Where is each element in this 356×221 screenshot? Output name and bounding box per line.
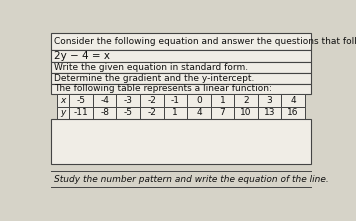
Bar bbox=[69, 107, 93, 119]
Text: 13: 13 bbox=[264, 108, 275, 117]
Bar bbox=[69, 94, 93, 107]
Bar bbox=[258, 107, 281, 119]
Bar bbox=[163, 107, 187, 119]
Text: Determine the gradient and the y-intercept.: Determine the gradient and the y-interce… bbox=[54, 74, 254, 83]
Text: 1: 1 bbox=[172, 108, 178, 117]
Text: The following table represents a linear function:: The following table represents a linear … bbox=[54, 84, 272, 93]
Text: 4: 4 bbox=[290, 96, 296, 105]
Text: -11: -11 bbox=[74, 108, 88, 117]
Bar bbox=[140, 107, 163, 119]
Bar bbox=[281, 107, 305, 119]
Bar bbox=[57, 94, 69, 107]
Text: 0: 0 bbox=[196, 96, 202, 105]
Text: 16: 16 bbox=[287, 108, 299, 117]
Bar bbox=[258, 94, 281, 107]
Text: Consider the following equation and answer the questions that follow:: Consider the following equation and answ… bbox=[54, 37, 356, 46]
Bar bbox=[51, 33, 311, 50]
Bar bbox=[93, 107, 116, 119]
Text: -2: -2 bbox=[147, 108, 156, 117]
Bar bbox=[187, 107, 211, 119]
Bar bbox=[93, 94, 116, 107]
Text: y: y bbox=[61, 108, 66, 117]
Text: -3: -3 bbox=[124, 96, 133, 105]
Bar bbox=[116, 107, 140, 119]
Bar bbox=[140, 94, 163, 107]
Bar bbox=[281, 94, 305, 107]
Text: Write the given equation in standard form.: Write the given equation in standard for… bbox=[54, 63, 248, 72]
Text: 10: 10 bbox=[240, 108, 252, 117]
Bar bbox=[234, 94, 258, 107]
Text: -4: -4 bbox=[100, 96, 109, 105]
Text: 7: 7 bbox=[220, 108, 225, 117]
Bar bbox=[51, 119, 311, 164]
Text: Study the number pattern and write the equation of the line.: Study the number pattern and write the e… bbox=[54, 175, 329, 184]
Text: 4: 4 bbox=[196, 108, 202, 117]
Text: -2: -2 bbox=[147, 96, 156, 105]
Bar bbox=[51, 84, 311, 94]
Bar bbox=[57, 107, 69, 119]
Bar bbox=[211, 94, 234, 107]
Text: 3: 3 bbox=[267, 96, 272, 105]
Text: -1: -1 bbox=[171, 96, 180, 105]
Text: 2y − 4 = x: 2y − 4 = x bbox=[54, 51, 110, 61]
Bar bbox=[234, 107, 258, 119]
Text: -5: -5 bbox=[124, 108, 133, 117]
Bar bbox=[51, 62, 311, 73]
Bar bbox=[116, 94, 140, 107]
Text: 2: 2 bbox=[243, 96, 249, 105]
Bar bbox=[51, 73, 311, 84]
Bar bbox=[187, 94, 211, 107]
Text: -8: -8 bbox=[100, 108, 109, 117]
Bar bbox=[51, 50, 311, 62]
Text: -5: -5 bbox=[77, 96, 85, 105]
Bar bbox=[211, 107, 234, 119]
Text: x: x bbox=[61, 96, 66, 105]
Text: 1: 1 bbox=[220, 96, 225, 105]
Bar bbox=[163, 94, 187, 107]
